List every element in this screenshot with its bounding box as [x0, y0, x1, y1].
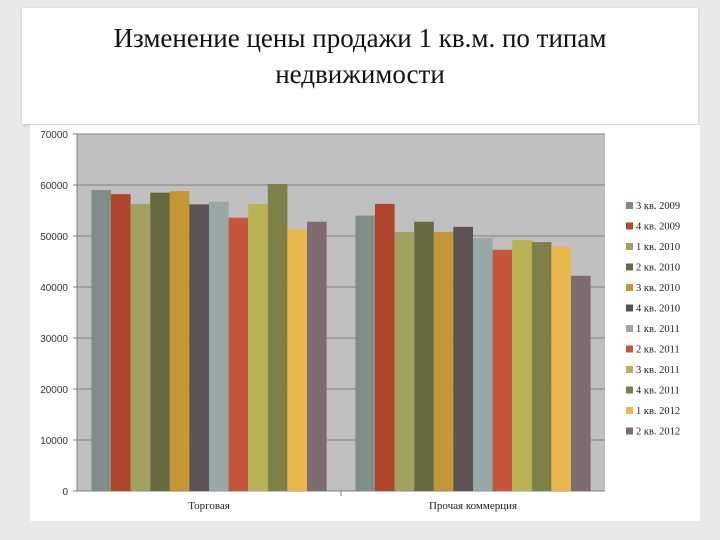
legend-label: 3 кв. 2009: [636, 201, 680, 212]
legend-label: 2 кв. 2010: [636, 263, 680, 274]
bar-2-кв-2010: [150, 192, 170, 491]
bar-4-кв-2011: [267, 183, 288, 492]
y-tick-label: 30000: [40, 334, 68, 345]
legend-swatch: [626, 202, 633, 209]
y-tick-label: 40000: [40, 283, 68, 294]
y-tick-label: 0: [62, 487, 68, 498]
bar-1-кв-2011: [209, 201, 229, 491]
bar-3-кв-2009: [355, 215, 375, 491]
legend-label: 4 кв. 2010: [636, 304, 680, 315]
legend-swatch: [626, 427, 633, 435]
y-tick-label: 10000: [40, 436, 68, 447]
chart-title: Изменение цены продажи 1 кв.м. по типам …: [113, 23, 607, 89]
legend-swatch: [626, 407, 633, 414]
y-tick-label: 50000: [40, 232, 68, 243]
legend-swatch: [626, 222, 633, 230]
legend-label: 3 кв. 2010: [636, 283, 680, 294]
legend-label: 2 кв. 2011: [636, 345, 680, 356]
legend-swatch: [626, 366, 633, 373]
legend-label: 4 кв. 2011: [636, 386, 680, 397]
bar-4-кв-2010: [453, 226, 473, 491]
title-panel: Изменение цены продажи 1 кв.м. по типам …: [22, 8, 698, 124]
bar-1-кв-2010: [394, 231, 415, 492]
bar-2-кв-2012: [307, 221, 327, 491]
legend-swatch: [626, 386, 633, 394]
bar-2-кв-2011: [228, 217, 249, 491]
bar-1-кв-2012: [551, 246, 571, 491]
bar-2-кв-2010: [414, 221, 434, 491]
bar-1-кв-2011: [473, 238, 493, 491]
bar-1-кв-2012: [287, 229, 307, 491]
legend-label: 1 кв. 2012: [636, 406, 680, 417]
bar-2-кв-2012: [571, 275, 591, 491]
bar-4-кв-2010: [189, 204, 209, 491]
legend-swatch: [626, 263, 633, 271]
bar-2-кв-2011: [492, 249, 513, 491]
x-category-label: Прочая коммерция: [429, 500, 517, 512]
legend-swatch: [626, 284, 633, 291]
bar-4-кв-2009: [375, 203, 395, 491]
legend-label: 3 кв. 2011: [636, 365, 680, 376]
bar-1-кв-2010: [130, 203, 151, 491]
legend-swatch: [626, 304, 633, 312]
legend-label: 1 кв. 2010: [636, 242, 680, 253]
bar-4-кв-2011: [531, 242, 552, 491]
bar-chart: 0 10000 20000 30000 40000 50000 60000 70000 Торг…: [40, 130, 680, 512]
legend-swatch: [626, 325, 633, 332]
legend-swatch: [626, 243, 633, 250]
legend-swatch: [626, 345, 633, 353]
bar-3-кв-2010: [433, 231, 454, 492]
legend-label: 1 кв. 2011: [636, 324, 680, 335]
bar-3-кв-2011: [248, 203, 268, 491]
bar-3-кв-2010: [169, 191, 190, 491]
x-category-label: Торговая: [188, 500, 230, 512]
legend-label: 4 кв. 2009: [636, 222, 680, 233]
bar-3-кв-2009: [91, 190, 111, 491]
y-tick-label: 60000: [40, 181, 68, 192]
bar-3-кв-2011: [512, 240, 532, 491]
chart-area: 0 10000 20000 30000 40000 50000 60000 70000 Торг…: [30, 125, 700, 521]
y-tick-label: 20000: [40, 385, 68, 396]
y-tick-label: 70000: [40, 130, 68, 141]
legend-label: 2 кв. 2012: [636, 427, 680, 438]
bar-4-кв-2009: [111, 194, 131, 491]
